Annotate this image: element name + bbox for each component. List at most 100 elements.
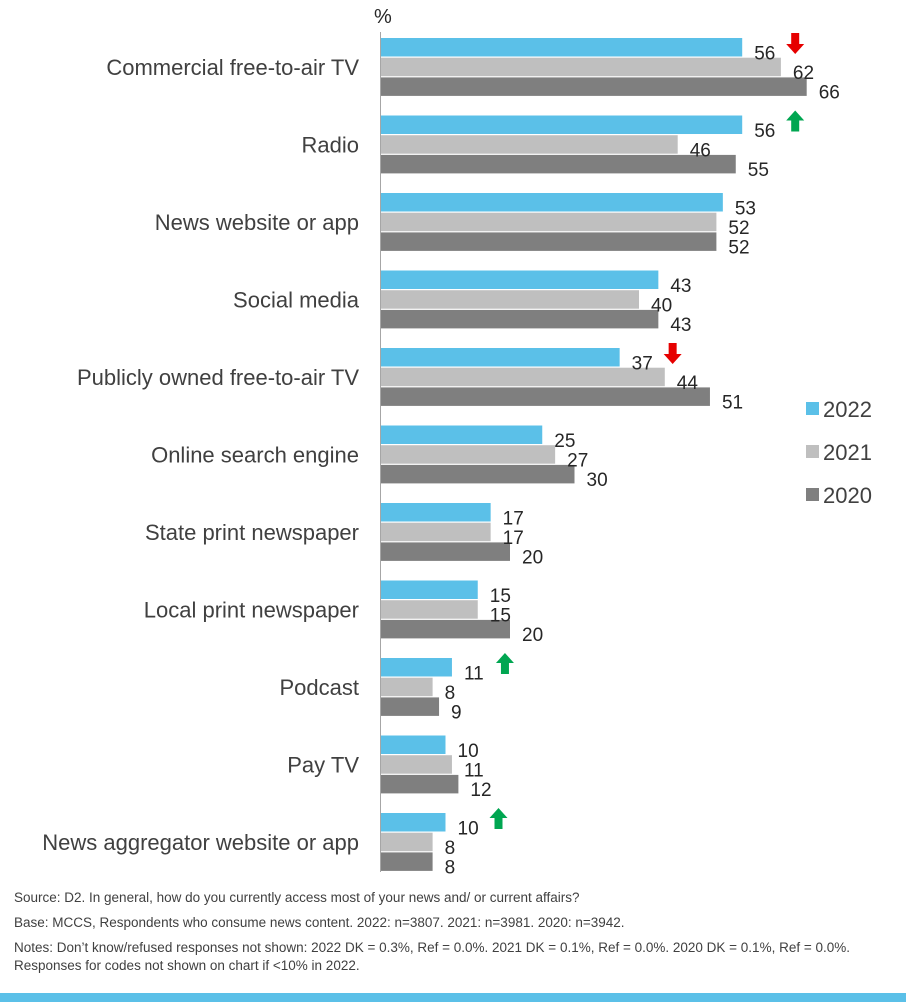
notes-note: Notes: Don’t know/refused responses not … (14, 940, 850, 973)
legend-swatch-2020 (806, 488, 819, 501)
bar-pay-tv-2020 (381, 774, 459, 794)
bar-pay-tv-2021 (381, 755, 452, 774)
source-note: Source: D2. In general, how do you curre… (14, 890, 580, 905)
bar-podcast-2022 (381, 658, 452, 677)
legend-label-2022: 2022 (823, 397, 872, 422)
value-label-commercial-free-to-air-tv-2021: 62 (793, 63, 814, 84)
bar-radio-2022 (381, 115, 743, 134)
category-label-news-website-or-app: News website or app (155, 210, 359, 235)
bar-state-print-newspaper-2022 (381, 503, 491, 522)
category-label-pay-tv: Pay TV (287, 752, 359, 777)
category-label-commercial-free-to-air-tv: Commercial free-to-air TV (106, 55, 359, 80)
category-labels: Commercial free-to-air TV Radio News websi… (42, 55, 359, 855)
value-label-news-website-or-app-2020: 52 (728, 238, 749, 259)
bar-state-print-newspaper-2021 (381, 522, 491, 542)
bar-pay-tv-2022 (381, 735, 446, 754)
bar-radio-2021 (381, 135, 678, 154)
category-label-podcast: Podcast (280, 675, 360, 700)
value-label-social-media-2022: 43 (670, 276, 691, 297)
value-label-commercial-free-to-air-tv-2020: 66 (819, 83, 840, 104)
value-label-state-print-newspaper-2022: 17 (503, 508, 524, 529)
bar-social-media-2022 (381, 270, 659, 289)
significance-up-arrow-icon (786, 110, 805, 132)
value-label-online-search-engine-2022: 25 (554, 431, 575, 452)
value-label-news-website-or-app-2022: 53 (735, 198, 756, 219)
bar-commercial-free-to-air-tv-2022 (381, 38, 743, 57)
value-label-pay-tv-2020: 12 (470, 780, 491, 801)
bar-news-aggregator-website-or-app-2020 (381, 852, 433, 871)
value-label-social-media-2021: 40 (651, 295, 672, 316)
category-label-local-print-newspaper: Local print newspaper (144, 597, 359, 622)
bar-local-print-newspaper-2020 (381, 619, 510, 639)
value-label-radio-2020: 55 (748, 160, 769, 181)
legend-swatch-2021 (806, 445, 819, 458)
legend-label-2020: 2020 (823, 483, 872, 508)
value-label-news-aggregator-website-or-app-2020: 8 (445, 858, 456, 879)
legend-swatch-2022 (806, 402, 819, 415)
legend-label-2021: 2021 (823, 440, 872, 465)
category-label-radio: Radio (302, 132, 359, 157)
bar-local-print-newspaper-2021 (381, 600, 478, 619)
significance-down-arrow-icon (786, 33, 805, 54)
bar-news-aggregator-website-or-app-2022 (381, 813, 446, 832)
value-label-state-print-newspaper-2021: 17 (503, 528, 524, 549)
significance-up-arrow-icon (495, 653, 514, 674)
bar-online-search-engine-2022 (381, 425, 543, 444)
value-label-pay-tv-2021: 11 (464, 760, 484, 781)
bar-news-website-or-app-2021 (381, 212, 717, 232)
value-label-local-print-newspaper-2022: 15 (490, 586, 511, 607)
category-label-online-search-engine: Online search engine (151, 442, 359, 467)
value-label-online-search-engine-2021: 27 (567, 450, 588, 471)
value-label-podcast-2020: 9 (451, 703, 462, 724)
bar-podcast-2020 (381, 697, 440, 716)
value-label-podcast-2022: 11 (464, 663, 484, 684)
bars (381, 38, 807, 871)
unit-label: % (374, 6, 392, 28)
category-label-social-media: Social media (233, 287, 360, 312)
value-labels: 5662665646555352524340433744512527301717… (445, 43, 840, 878)
significance-up-arrow-icon (489, 808, 508, 829)
bar-commercial-free-to-air-tv-2020 (381, 77, 807, 96)
value-label-publicly-owned-free-to-air-tv-2021: 44 (677, 373, 699, 394)
bar-news-aggregator-website-or-app-2021 (381, 832, 433, 852)
bar-podcast-2021 (381, 677, 433, 697)
value-label-radio-2022: 56 (754, 121, 775, 142)
legend: 2022 2021 2020 (806, 397, 872, 508)
bar-online-search-engine-2021 (381, 445, 556, 464)
bar-radio-2020 (381, 154, 736, 174)
value-label-social-media-2020: 43 (670, 315, 691, 336)
bar-news-website-or-app-2022 (381, 193, 723, 212)
bar-chart: % Commercial free-to-air TV Radio News web… (42, 6, 872, 879)
bar-local-print-newspaper-2022 (381, 580, 478, 599)
value-label-news-aggregator-website-or-app-2022: 10 (458, 818, 479, 839)
value-label-commercial-free-to-air-tv-2022: 56 (754, 43, 775, 64)
category-label-news-aggregator-website-or-app: News aggregator website or app (42, 830, 359, 855)
bar-publicly-owned-free-to-air-tv-2022 (381, 348, 620, 367)
value-label-news-aggregator-website-or-app-2021: 8 (445, 838, 456, 859)
bar-publicly-owned-free-to-air-tv-2021 (381, 367, 665, 387)
value-label-news-website-or-app-2021: 52 (728, 218, 749, 239)
bar-commercial-free-to-air-tv-2021 (381, 57, 781, 77)
bar-state-print-newspaper-2020 (381, 542, 510, 561)
value-label-local-print-newspaper-2021: 15 (490, 605, 511, 626)
value-label-radio-2021: 46 (690, 140, 711, 161)
value-label-state-print-newspaper-2020: 20 (522, 548, 543, 569)
value-label-publicly-owned-free-to-air-tv-2020: 51 (722, 393, 743, 414)
category-label-state-print-newspaper: State print newspaper (145, 520, 359, 545)
value-label-publicly-owned-free-to-air-tv-2022: 37 (632, 353, 653, 374)
footer-accent-bar (0, 993, 906, 1002)
bar-news-website-or-app-2020 (381, 232, 717, 251)
value-label-local-print-newspaper-2020: 20 (522, 625, 543, 646)
value-label-online-search-engine-2020: 30 (587, 470, 608, 491)
value-label-pay-tv-2022: 10 (458, 741, 479, 762)
bar-online-search-engine-2020 (381, 464, 575, 484)
chart-notes: Source: D2. In general, how do you curre… (14, 889, 894, 982)
value-label-podcast-2021: 8 (445, 683, 456, 704)
bar-publicly-owned-free-to-air-tv-2020 (381, 387, 710, 406)
bar-social-media-2021 (381, 290, 639, 309)
category-label-publicly-owned-free-to-air-tv: Publicly owned free-to-air TV (77, 365, 359, 390)
significance-down-arrow-icon (663, 343, 682, 364)
bar-social-media-2020 (381, 309, 659, 329)
significance-arrows (489, 33, 805, 829)
base-note: Base: MCCS, Respondents who consume news… (14, 915, 625, 930)
